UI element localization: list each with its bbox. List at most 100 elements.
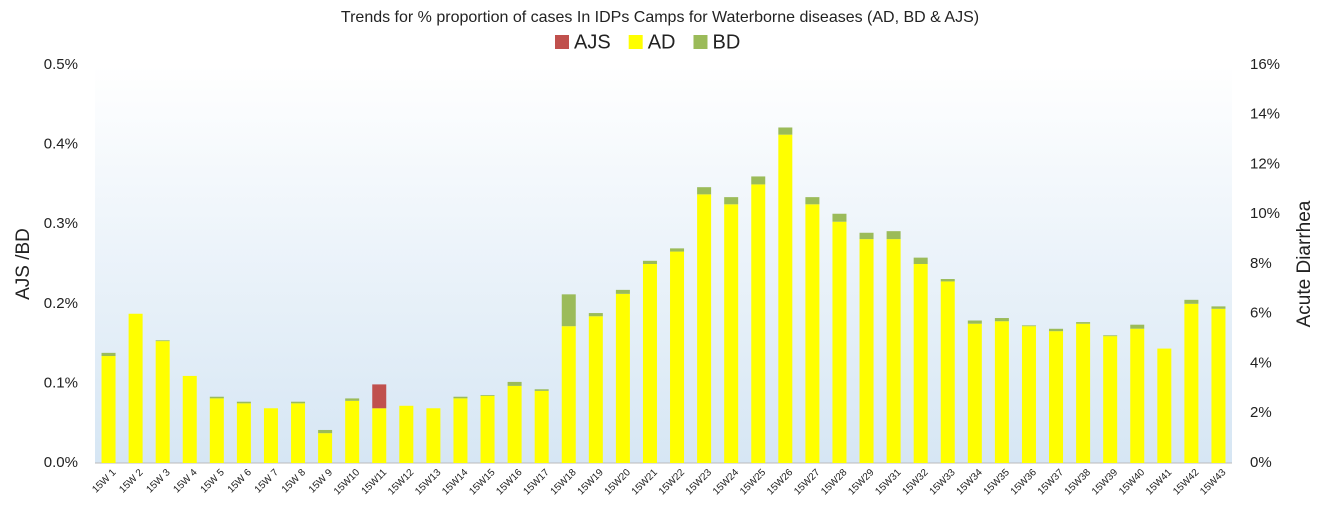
- bar-segment: [615, 293, 630, 463]
- bar-segment: [724, 204, 739, 464]
- x-tick-label: 15W21: [630, 467, 660, 497]
- bar-segment: [209, 398, 224, 463]
- bar-segment: [805, 204, 820, 464]
- x-tick-label: 15W20: [603, 467, 633, 497]
- bar-segment: [1049, 328, 1064, 332]
- bar-segment: [1211, 308, 1226, 463]
- y2-tick-label: 0%: [1250, 454, 1272, 471]
- x-tick-label: 15W14: [440, 467, 470, 497]
- x-tick-label: 15W27: [792, 467, 822, 497]
- y-tick-label: 0.5%: [44, 56, 78, 73]
- y2-tick-label: 12%: [1250, 155, 1280, 172]
- x-tick-label: 15W26: [765, 467, 795, 497]
- x-tick-label: 15W36: [1009, 467, 1039, 497]
- bar-segment: [886, 231, 901, 240]
- y2-tick-label: 10%: [1250, 205, 1280, 222]
- bar-segment: [832, 221, 847, 463]
- x-tick-label: 15W12: [386, 467, 416, 497]
- legend-swatch: [628, 35, 643, 49]
- bar-segment: [1157, 348, 1172, 463]
- bar-segment: [426, 408, 441, 463]
- bar-segment: [101, 356, 116, 463]
- bar-segment: [994, 321, 1009, 463]
- bar-segment: [345, 398, 360, 401]
- legend-swatch: [693, 35, 708, 49]
- x-tick-label: 15W10: [332, 467, 362, 497]
- bar-segment: [1211, 306, 1226, 309]
- bar-segment: [697, 187, 712, 195]
- bar-segment: [291, 403, 306, 463]
- bar-segment: [345, 400, 360, 463]
- x-tick-label: 15W23: [684, 467, 714, 497]
- x-tick-label: 15W 1: [90, 467, 119, 496]
- bar-segment: [101, 352, 116, 357]
- bar-segment: [263, 408, 278, 463]
- bar-segment: [1130, 324, 1145, 329]
- x-tick-label: 15W22: [657, 467, 687, 497]
- x-tick-label: 15W 7: [253, 467, 282, 496]
- y2-tick-label: 8%: [1250, 255, 1272, 272]
- bar-segment: [1103, 335, 1118, 337]
- bar-segment: [805, 197, 820, 205]
- bar-segment: [453, 396, 468, 399]
- bar-segment: [1076, 323, 1091, 463]
- bar-segment: [751, 176, 766, 185]
- bar-segment: [318, 433, 333, 463]
- bar-segment: [724, 197, 739, 205]
- bar-segment: [588, 313, 603, 317]
- y-tick-label: 0.2%: [44, 295, 78, 312]
- bar-segment: [832, 213, 847, 222]
- x-tick-label: 15W18: [549, 467, 579, 497]
- x-tick-label: 15W34: [955, 467, 985, 497]
- bar-segment: [778, 134, 793, 463]
- bar-segment: [372, 408, 387, 463]
- bar-segment: [778, 127, 793, 135]
- y-tick-label: 0.0%: [44, 454, 78, 471]
- bar-segment: [507, 385, 522, 463]
- x-tick-label: 15W40: [1117, 467, 1147, 497]
- x-tick-label: 15W 6: [226, 467, 255, 496]
- x-tick-label: 15W28: [819, 467, 849, 497]
- x-tick-label: 15W29: [846, 467, 876, 497]
- y2-tick-label: 6%: [1250, 305, 1272, 322]
- bar-segment: [886, 239, 901, 463]
- legend-label: AJS: [574, 31, 611, 53]
- bar-segment: [480, 395, 495, 463]
- bar-segment: [670, 251, 685, 463]
- bar-segment: [670, 248, 685, 252]
- bar-segment: [372, 384, 387, 409]
- bar-segment: [209, 396, 224, 399]
- x-tick-label: 15W41: [1144, 467, 1174, 497]
- bar-segment: [480, 395, 495, 396]
- x-tick-label: 15W 8: [280, 467, 309, 496]
- x-tick-label: 15W15: [467, 467, 497, 497]
- bar-segment: [507, 381, 522, 386]
- bar-segment: [182, 375, 197, 463]
- x-tick-label: 15W25: [738, 467, 768, 497]
- bar-segment: [236, 403, 251, 463]
- legend-label: BD: [712, 31, 740, 53]
- bar-segment: [994, 318, 1009, 322]
- y2-tick-label: 16%: [1250, 56, 1280, 73]
- y-axis-label: AJS /BD: [13, 228, 34, 300]
- bar-segment: [399, 405, 414, 463]
- bar-segment: [128, 313, 143, 463]
- y-tick-label: 0.1%: [44, 374, 78, 391]
- bar-segment: [615, 289, 630, 294]
- bar-segment: [913, 257, 928, 264]
- x-tick-label: 15W 4: [172, 467, 201, 496]
- bar-segment: [751, 184, 766, 463]
- bar-segment: [1130, 328, 1145, 463]
- bar-segment: [642, 264, 657, 463]
- bar-segment: [940, 279, 955, 282]
- x-tick-label: 15W 2: [117, 467, 146, 496]
- x-tick-label: 15W16: [494, 467, 524, 497]
- y2-tick-label: 14%: [1250, 106, 1280, 123]
- bar-segment: [859, 232, 874, 240]
- x-tick-label: 15W17: [521, 467, 551, 497]
- bar-segment: [155, 341, 170, 463]
- bar-segment: [697, 194, 712, 463]
- x-tick-label: 15W24: [711, 467, 741, 497]
- x-tick-label: 15W39: [1090, 467, 1120, 497]
- plot-area: [95, 65, 1232, 463]
